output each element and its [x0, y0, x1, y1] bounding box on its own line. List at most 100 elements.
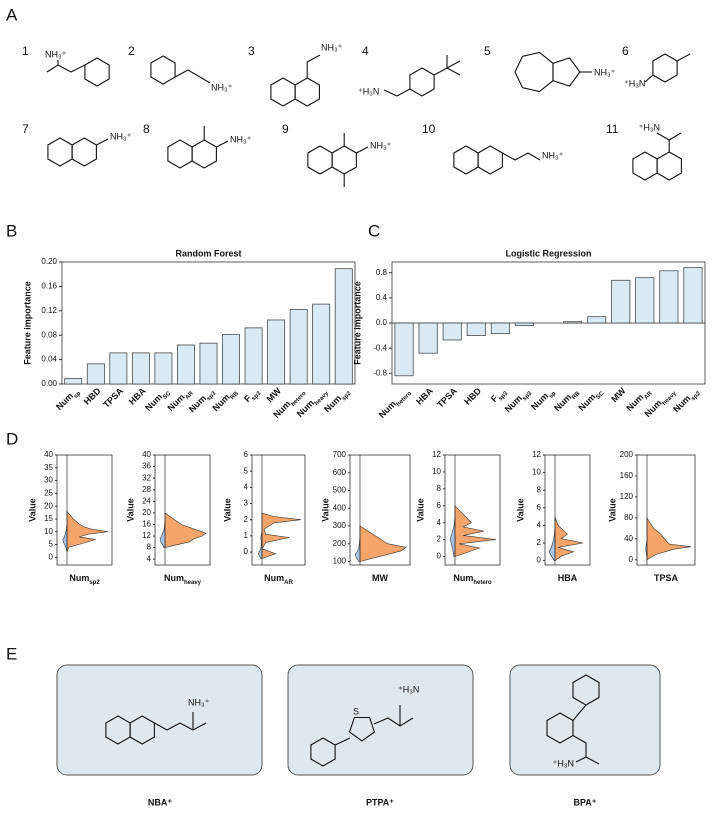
atom-label: NH₃⁺ [45, 49, 67, 59]
y-axis-label: Value [607, 498, 617, 522]
atom-label: NH₃⁺ [110, 131, 132, 141]
bond [154, 722, 207, 731]
x-tick-label-sub: SC [162, 390, 173, 401]
y-tick-label: 600 [333, 468, 347, 477]
bar [244, 327, 263, 385]
x-axis-label-main: TPSA [654, 573, 679, 583]
atom-label: ⁺H₃N [358, 86, 379, 96]
bar [199, 342, 218, 385]
plot-frame [251, 454, 306, 566]
y-tick-label: 40 [142, 450, 151, 459]
y-tick-label: 5 [244, 466, 249, 475]
y-tick-label: 10 [432, 467, 441, 476]
compound-number: 9 [282, 122, 289, 136]
bond [96, 138, 109, 146]
density [62, 511, 68, 553]
atom-label: ⁺H₃N [624, 78, 645, 88]
x-tick-label: TPSA [101, 386, 125, 410]
x-axis-label-sub: hetero [473, 580, 492, 586]
structure-box [56, 664, 263, 776]
atom-label: NH₃⁺ [188, 697, 210, 707]
x-axis-label-sub: sp2 [89, 580, 100, 586]
panel-label: E [6, 644, 17, 663]
x-tick-label-sub: hetero [395, 390, 412, 407]
y-tick-label: 160 [620, 471, 634, 480]
ring [656, 151, 682, 181]
bar [154, 352, 173, 385]
x-tick-label-main: Num [643, 398, 664, 419]
compound-number: 11 [606, 122, 619, 136]
y-tick-label: 12 [532, 450, 541, 459]
x-tick-label-sub: AR [643, 390, 654, 401]
compound-number: 3 [248, 44, 255, 58]
y-tick-label: 0.8 [376, 268, 388, 277]
bar [442, 322, 462, 341]
y-axis-label: Feature importance [22, 281, 32, 365]
y-tick-label: 0.00 [41, 379, 57, 388]
ring [150, 55, 176, 85]
structure-box [287, 664, 474, 776]
x-tick-label-sub: SC [595, 390, 606, 401]
bar [109, 352, 128, 385]
x-axis-label-main: Num [264, 573, 284, 583]
y-tick-label: 24 [142, 496, 151, 505]
compound-number: 7 [22, 122, 29, 136]
structure-name: BPA⁺ [573, 797, 596, 807]
ring [632, 151, 658, 181]
x-axis-label: MW [372, 573, 388, 583]
x-tick-label: Numsp3 [187, 386, 218, 417]
x-axis-label-main: Num [69, 573, 89, 583]
plot-frame [544, 454, 591, 566]
bar [64, 378, 83, 385]
x-tick-label-sub: AR [184, 390, 195, 401]
chart-title: Logistic Regression [505, 248, 591, 258]
x-tick-label: Fsp3 [242, 386, 262, 406]
x-tick-label: NumRB [211, 386, 240, 415]
y-tick-label: -0.4 [373, 343, 387, 352]
y-tick-label: 300 [333, 521, 347, 530]
x-tick-label: MW [265, 386, 284, 405]
x-tick-label-sub: sp2 [690, 390, 702, 402]
y-tick-label: 400 [333, 503, 347, 512]
y-tick-label: 25 [44, 488, 53, 497]
y-tick-label: 40 [624, 534, 633, 543]
y-axis-label: Value [415, 498, 425, 522]
x-axis-label-main: Num [453, 573, 473, 583]
y-tick-label: 6 [244, 450, 249, 459]
y-tick-label: 200 [333, 539, 347, 548]
x-tick-label-main: TPSA [435, 386, 459, 410]
density [454, 505, 497, 557]
bar [312, 303, 331, 385]
bond [575, 756, 587, 763]
bar [514, 322, 534, 326]
density [646, 516, 692, 561]
bond [572, 704, 587, 721]
x-tick-label: Numsp2 [672, 386, 703, 417]
y-tick-label: 20 [142, 508, 151, 517]
atom-label: NH₃⁺ [230, 134, 252, 144]
bond [572, 735, 600, 765]
x-tick-label-main: HBD [82, 386, 103, 407]
bond [433, 67, 448, 76]
bond [502, 152, 541, 161]
x-tick-label: Numhetero [377, 386, 413, 422]
x-tick-label-main: Num [272, 399, 293, 420]
y-tick-label: -0.8 [373, 368, 387, 377]
x-axis-label-main: Num [164, 573, 184, 583]
x-tick-label: TPSA [435, 386, 459, 410]
y-tick-label: 0 [244, 547, 249, 556]
bond [644, 74, 654, 83]
panel-label: D [6, 429, 18, 448]
y-tick-label: 32 [142, 473, 151, 482]
x-axis-label: TPSA [654, 573, 679, 583]
y-tick-label: 0 [49, 552, 54, 561]
ring [294, 77, 320, 107]
atom-label: NH₃⁺ [321, 42, 343, 52]
bar [289, 309, 308, 385]
y-axis-label: Value [515, 498, 525, 522]
y-tick-label: 20 [44, 501, 53, 510]
x-tick-label: NumRB [552, 386, 581, 415]
bar [418, 322, 438, 354]
x-tick-label-main: HBD [463, 386, 484, 407]
ring [652, 53, 678, 83]
